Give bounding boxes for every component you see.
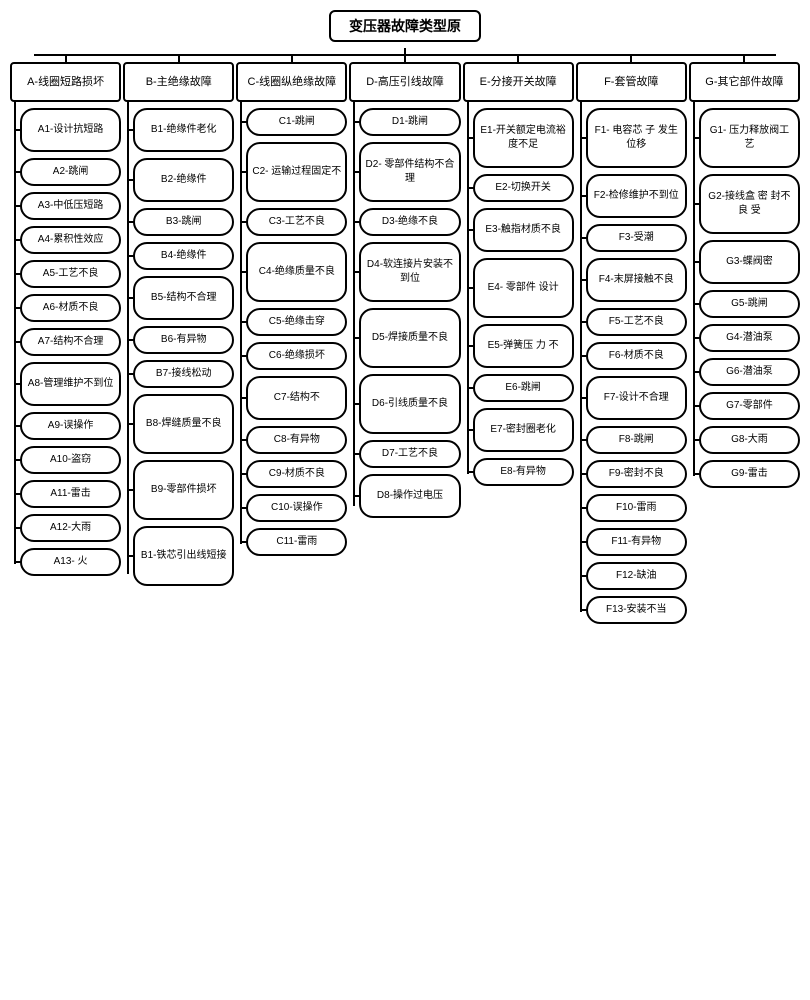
category-box: E-分接开关故障 — [463, 62, 574, 102]
fault-node: E5-弹簧压 力 不 — [473, 324, 574, 368]
fault-node: D6-引线质量不良 — [359, 374, 460, 434]
category-column: F-套管故障 F1- 电容芯 子 发生位移 F2-检修维护不到位 F3-受潮 F4-末屏… — [576, 62, 687, 624]
fault-node: F13-安装不当 — [586, 596, 687, 624]
fault-node: F6-材质不良 — [586, 342, 687, 370]
fault-node: B8-焊缝质量不良 — [133, 394, 234, 454]
fault-node: B4-绝缘件 — [133, 242, 234, 270]
fault-node: F3-受潮 — [586, 224, 687, 252]
fault-node: E7-密封圈老化 — [473, 408, 574, 452]
fault-node: G2-接线盒 密 封不 良 受 — [699, 174, 800, 234]
category-box: C-线圈纵绝缘故障 — [236, 62, 347, 102]
fault-node: G7-零部件 — [699, 392, 800, 420]
fault-node: C2- 运输过程固定不 — [246, 142, 347, 202]
fault-node: B1-铁芯引出线短接 — [133, 526, 234, 586]
fault-node: C7-结构不 — [246, 376, 347, 420]
category-box: B-主绝缘故障 — [123, 62, 234, 102]
fault-node: A2-跳闸 — [20, 158, 121, 186]
fault-node: B3-跳闸 — [133, 208, 234, 236]
category-column: E-分接开关故障 E1-开关额定电流裕度不足 E2-切换开关 E3-触指材质不良 E4-… — [463, 62, 574, 486]
fault-node: E4- 零部件 设计 — [473, 258, 574, 318]
fault-node: C4-绝缘质量不良 — [246, 242, 347, 302]
fault-node: A1-设计抗短路 — [20, 108, 121, 152]
fault-node: D7-工艺不良 — [359, 440, 460, 468]
fault-node: C8-有异物 — [246, 426, 347, 454]
children-list: D1-跳闸 D2- 零部件结构不合理 D3-绝缘不良 D4-软连接片安装不到位D5-焊… — [349, 108, 460, 518]
children-list: G1- 压力释放阀工艺G2-接线盒 密 封不 良 受 G3-蝶阀密 G5-跳闸 G4-… — [689, 108, 800, 488]
fault-node: F11-有异物 — [586, 528, 687, 556]
fault-node: F4-末屏接触不良 — [586, 258, 687, 302]
fault-node: D2- 零部件结构不合理 — [359, 142, 460, 202]
fault-node: A12-大雨 — [20, 514, 121, 542]
category-box: F-套管故障 — [576, 62, 687, 102]
fault-node: B6-有异物 — [133, 326, 234, 354]
fault-node: F5-工艺不良 — [586, 308, 687, 336]
fault-node: E3-触指材质不良 — [473, 208, 574, 252]
fault-node: G6-潜油泵 — [699, 358, 800, 386]
children-list: F1- 电容芯 子 发生位移 F2-检修维护不到位 F3-受潮 F4-末屏接触不良 F5… — [576, 108, 687, 624]
children-list: B1-绝缘件老化 B2-绝缘件 B3-跳闸 B4-绝缘件 B5-结构不合理 B6-有异物 B… — [123, 108, 234, 586]
fault-node: C9-材质不良 — [246, 460, 347, 488]
fault-node: G1- 压力释放阀工艺 — [699, 108, 800, 168]
fault-node: G3-蝶阀密 — [699, 240, 800, 284]
fault-node: A9-误操作 — [20, 412, 121, 440]
category-column: B-主绝缘故障 B1-绝缘件老化 B2-绝缘件 B3-跳闸 B4-绝缘件 B5-结构不合理… — [123, 62, 234, 586]
fault-node: F1- 电容芯 子 发生位移 — [586, 108, 687, 168]
fault-node: D5-焊接质量不良 — [359, 308, 460, 368]
fault-node: G5-跳闸 — [699, 290, 800, 318]
fault-node: E8-有异物 — [473, 458, 574, 486]
fault-node: B9-零部件损坏 — [133, 460, 234, 520]
fault-node: D4-软连接片安装不到位 — [359, 242, 460, 302]
fault-node: A5-工艺不良 — [20, 260, 121, 288]
fault-node: A13- 火 — [20, 548, 121, 576]
category-column: A-线圈短路损坏 A1-设计抗短路 A2-跳闸 A3-中低压短路 A4-累积性效应 A5-… — [10, 62, 121, 576]
category-column: G-其它部件故障 G1- 压力释放阀工艺G2-接线盒 密 封不 良 受 G3-蝶阀密… — [689, 62, 800, 488]
fault-node: B2-绝缘件 — [133, 158, 234, 202]
fault-node: F9-密封不良 — [586, 460, 687, 488]
fault-node: D1-跳闸 — [359, 108, 460, 136]
fault-node: F7-设计不合理 — [586, 376, 687, 420]
fault-node: C3-工艺不良 — [246, 208, 347, 236]
children-list: C1-跳闸 C2- 运输过程固定不 C3-工艺不良 C4-绝缘质量不良 C5-绝缘击穿 C… — [236, 108, 347, 556]
fault-node: A8-管理维护不到位 — [20, 362, 121, 406]
fault-node: C5-绝缘击穿 — [246, 308, 347, 336]
fault-node: F8-跳闸 — [586, 426, 687, 454]
fault-node: F12-缺油 — [586, 562, 687, 590]
fault-node: B5-结构不合理 — [133, 276, 234, 320]
fault-node: B7-接线松动 — [133, 360, 234, 388]
children-list: E1-开关额定电流裕度不足 E2-切换开关 E3-触指材质不良 E4- 零部件 设计 E… — [463, 108, 574, 486]
fault-node: D8-操作过电压 — [359, 474, 460, 518]
fault-node: D3-绝缘不良 — [359, 208, 460, 236]
fault-node: E1-开关额定电流裕度不足 — [473, 108, 574, 168]
fault-node: F10-雷雨 — [586, 494, 687, 522]
fault-node: E2-切换开关 — [473, 174, 574, 202]
fault-node: A6-材质不良 — [20, 294, 121, 322]
fault-node: A7-结构不合理 — [20, 328, 121, 356]
category-box: G-其它部件故障 — [689, 62, 800, 102]
fault-node: E6-跳闸 — [473, 374, 574, 402]
category-column: C-线圈纵绝缘故障 C1-跳闸 C2- 运输过程固定不 C3-工艺不良 C4-绝缘质量不… — [236, 62, 347, 556]
fault-node: G8-大雨 — [699, 426, 800, 454]
fault-node: C10-误操作 — [246, 494, 347, 522]
fault-node: C6-绝缘损坏 — [246, 342, 347, 370]
fault-node: A11-雷击 — [20, 480, 121, 508]
category-box: D-高压引线故障 — [349, 62, 460, 102]
columns-container: A-线圈短路损坏 A1-设计抗短路 A2-跳闸 A3-中低压短路 A4-累积性效应 A5-… — [10, 62, 800, 624]
fault-node: G4-潜油泵 — [699, 324, 800, 352]
fault-node: C11-雷雨 — [246, 528, 347, 556]
fault-node: F2-检修维护不到位 — [586, 174, 687, 218]
category-box: A-线圈短路损坏 — [10, 62, 121, 102]
children-list: A1-设计抗短路 A2-跳闸 A3-中低压短路 A4-累积性效应 A5-工艺不良 A6-材… — [10, 108, 121, 576]
fault-node: G9-雷击 — [699, 460, 800, 488]
fault-node: A3-中低压短路 — [20, 192, 121, 220]
fault-node: A4-累积性效应 — [20, 226, 121, 254]
fault-node: B1-绝缘件老化 — [133, 108, 234, 152]
fault-node: C1-跳闸 — [246, 108, 347, 136]
root-node: 变压器故障类型原 — [329, 10, 481, 42]
category-column: D-高压引线故障 D1-跳闸 D2- 零部件结构不合理 D3-绝缘不良 D4-软连接片安… — [349, 62, 460, 518]
fault-node: A10-盗窃 — [20, 446, 121, 474]
